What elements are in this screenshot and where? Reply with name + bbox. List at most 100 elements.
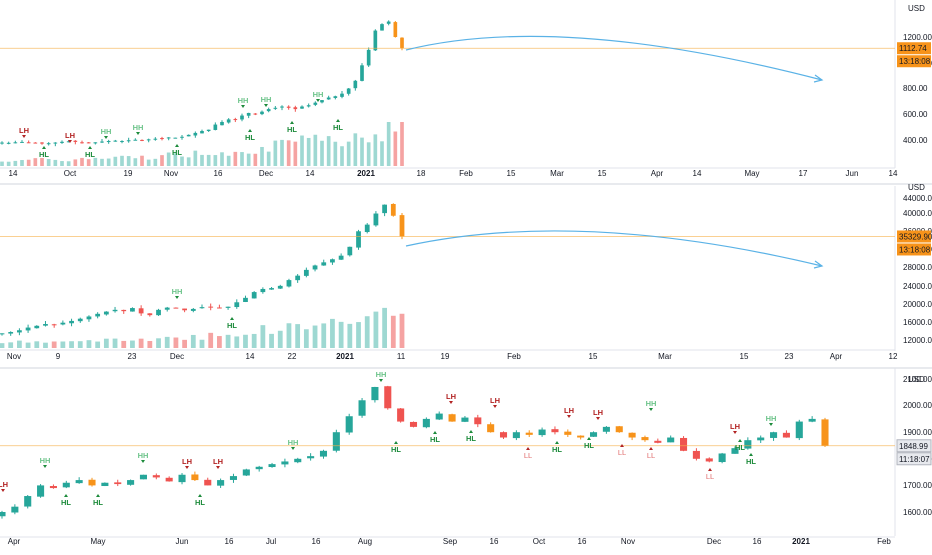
volume-bar (26, 159, 31, 166)
swing-label-hl: HL (552, 445, 562, 454)
x-tick-label: Nov (164, 169, 178, 178)
swing-marker-down (649, 408, 653, 411)
candle-body (60, 322, 66, 325)
swing-marker-up (708, 468, 712, 471)
candle-body (332, 432, 340, 451)
candle-body (474, 417, 482, 425)
candle-body (103, 311, 109, 315)
x-tick-label: Apr (830, 352, 843, 361)
swing-label-lh: LH (564, 406, 574, 415)
volume-bars (0, 122, 404, 166)
swing-label-hl: HL (584, 441, 594, 450)
candles (0, 203, 405, 336)
swing-marker-down (175, 296, 179, 299)
candle-body (112, 309, 118, 312)
candle-body (277, 285, 283, 289)
volume-bar (166, 152, 171, 166)
candle-body (615, 426, 623, 433)
candle-body (153, 138, 158, 140)
swing-marker-up (248, 129, 252, 132)
candle-body (13, 142, 18, 144)
x-tick-label: 17 (799, 169, 808, 178)
panel-middle: USD44000.0040000.0036000.0032000.0028000… (0, 183, 932, 369)
x-tick-label: Dec (259, 169, 273, 178)
volume-bar (100, 158, 104, 166)
candle-body (225, 306, 231, 308)
volume-bar (186, 157, 191, 166)
x-tick-label: Oct (533, 537, 546, 546)
y-tick-label: 2000.00 (903, 401, 932, 410)
candle-body (538, 429, 546, 436)
volume-bar (293, 141, 298, 166)
volume-bar (353, 133, 358, 166)
candle-body (40, 142, 44, 144)
candle-body (281, 461, 289, 465)
swing-label-hl: HL (93, 498, 103, 507)
candle-body (95, 313, 101, 317)
swing-label-hh: HH (376, 370, 387, 379)
volume-bar (193, 150, 198, 166)
candle-body (0, 142, 4, 144)
volume-bar (140, 155, 144, 166)
volume-bar (226, 155, 231, 166)
candle-body (213, 124, 218, 130)
y-tick-label: 1900.00 (903, 428, 932, 437)
y-tick-label: 24000.00 (903, 282, 932, 291)
swing-marker-up (649, 447, 653, 450)
x-tick-label: Oct (64, 169, 77, 178)
candle-body (60, 141, 64, 143)
candle-body (217, 307, 222, 309)
swing-label-hh: HH (646, 399, 657, 408)
swing-label-hh: HH (288, 438, 299, 447)
candle-body (373, 213, 379, 226)
candle-body (667, 437, 675, 443)
candle-body (66, 141, 71, 143)
candle-body (43, 324, 48, 326)
candle-body (293, 107, 298, 110)
volume-bar (312, 325, 318, 348)
candle-body (390, 203, 396, 216)
price-tag-bg (897, 230, 931, 243)
volume-bar (225, 334, 231, 348)
volume-bar (356, 322, 361, 348)
x-tick-label: 22 (288, 352, 297, 361)
candle-body (173, 137, 178, 139)
volume-bar (373, 134, 378, 166)
swing-label-hh: HH (101, 127, 112, 136)
candle-body (25, 327, 31, 331)
time-tag-bg (897, 55, 931, 68)
swing-marker-up (290, 121, 294, 124)
volume-bar (121, 340, 127, 348)
volume-bar (243, 334, 248, 348)
swing-marker-down (104, 136, 108, 139)
x-tick-label: 14 (693, 169, 702, 178)
swing-marker-up (230, 317, 234, 320)
candle-body (255, 466, 263, 470)
volume-bar (306, 137, 311, 166)
candle-body (564, 431, 572, 435)
volume-bar (382, 307, 387, 348)
candle-body (757, 437, 765, 441)
candle-body (191, 474, 199, 481)
x-tick-label: Dec (707, 537, 721, 546)
candle-body (286, 106, 291, 108)
candle-body (435, 413, 443, 420)
volume-bar (8, 342, 14, 348)
swing-label-hl: HL (333, 123, 343, 132)
candle-body (160, 138, 164, 140)
candle-body (88, 479, 96, 486)
candle-body (358, 400, 366, 416)
candle-body (17, 330, 22, 333)
x-tick-label: 19 (124, 169, 133, 178)
x-tick-label: 16 (214, 169, 223, 178)
swing-label-lh: LH (65, 131, 75, 140)
candle-body (6, 142, 11, 144)
volume-bar (386, 122, 391, 166)
candle-body (260, 288, 266, 293)
volume-bar (17, 340, 22, 348)
y-tick-label: 16000.00 (903, 318, 932, 327)
x-tick-label: Nov (7, 352, 21, 361)
candle-body (320, 100, 324, 103)
candle-body (86, 316, 92, 320)
